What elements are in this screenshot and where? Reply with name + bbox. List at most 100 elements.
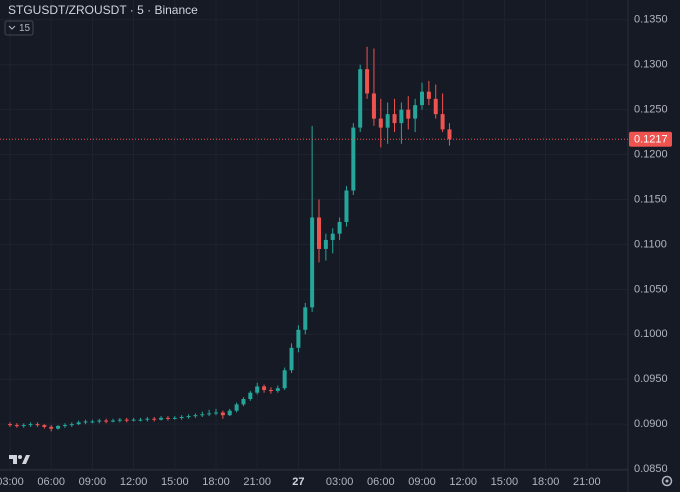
candle-body bbox=[186, 416, 191, 418]
candle-body bbox=[426, 91, 431, 99]
candle-body bbox=[323, 239, 328, 249]
candle-body bbox=[351, 127, 356, 191]
candle-body bbox=[371, 93, 376, 119]
candle-body bbox=[207, 413, 212, 415]
chevron-icon bbox=[8, 25, 16, 30]
x-tick-label: 09:00 bbox=[79, 476, 107, 488]
x-tick-label: 12:00 bbox=[120, 476, 148, 488]
y-tick-label: 0.0850 bbox=[634, 463, 668, 475]
candle-body bbox=[433, 98, 438, 115]
candle-body bbox=[282, 370, 287, 389]
candle-body bbox=[97, 420, 102, 422]
candle-body bbox=[159, 417, 164, 420]
candle-body bbox=[193, 415, 198, 417]
candle-body bbox=[83, 421, 88, 423]
candle-body bbox=[296, 329, 301, 348]
candles bbox=[8, 46, 452, 432]
candle-body bbox=[49, 426, 54, 429]
y-tick-label: 0.1300 bbox=[634, 59, 668, 71]
y-tick-label: 0.0900 bbox=[634, 418, 668, 430]
candle-body bbox=[214, 412, 218, 414]
candle-body bbox=[275, 388, 280, 391]
grid bbox=[0, 0, 628, 470]
x-tick-label: 03:00 bbox=[0, 476, 24, 488]
candle-body bbox=[317, 217, 321, 249]
candle-body bbox=[268, 390, 273, 392]
candle-body bbox=[385, 114, 390, 128]
tv-logo bbox=[9, 455, 30, 464]
candle-body bbox=[440, 114, 445, 130]
candle-body bbox=[365, 69, 370, 94]
candle-body bbox=[42, 425, 47, 427]
interval-label: 15 bbox=[19, 23, 31, 34]
x-tick-label: 18:00 bbox=[202, 476, 230, 488]
y-tick-label: 0.1350 bbox=[634, 14, 668, 26]
x-tick-label: 21:00 bbox=[243, 476, 271, 488]
y-tick-label: 0.0950 bbox=[634, 373, 668, 385]
candle-body bbox=[104, 420, 109, 422]
candle-body bbox=[447, 129, 452, 140]
x-tick-label: 27 bbox=[292, 476, 304, 488]
x-tick-label: 12:00 bbox=[449, 476, 477, 488]
candle-body bbox=[344, 190, 349, 222]
candle-body bbox=[378, 118, 383, 128]
candle-body bbox=[131, 419, 136, 421]
x-tick-label: 21:00 bbox=[573, 476, 601, 488]
candle-body bbox=[172, 417, 177, 419]
candle-body bbox=[310, 217, 315, 308]
candle-body bbox=[14, 425, 19, 427]
candle-body bbox=[145, 418, 150, 420]
candle-body bbox=[117, 419, 122, 421]
candle-body bbox=[248, 392, 253, 400]
candle-body bbox=[179, 416, 184, 418]
last-price-tag bbox=[629, 131, 672, 147]
x-tick-label: 15:00 bbox=[161, 476, 189, 488]
candle-body bbox=[262, 386, 267, 391]
y-tick-label: 0.1150 bbox=[634, 193, 667, 205]
x-tick-label: 18:00 bbox=[532, 476, 560, 488]
last-price-label: 0.1217 bbox=[634, 134, 668, 146]
candle-body bbox=[392, 114, 397, 124]
candle-body bbox=[124, 419, 129, 421]
x-tick-label: 15:00 bbox=[491, 476, 519, 488]
candle-body bbox=[152, 418, 157, 420]
candle-body bbox=[303, 307, 308, 330]
chart-title: STGUSDT/ZROUSDT · 5 · Binance bbox=[8, 3, 198, 17]
candle-body bbox=[90, 421, 95, 423]
y-tick-label: 0.1000 bbox=[634, 328, 668, 340]
candle-body bbox=[28, 424, 33, 426]
candle-body bbox=[413, 105, 418, 119]
settings-icon[interactable] bbox=[661, 475, 673, 487]
x-tick-label: 06:00 bbox=[37, 476, 65, 488]
candle-body bbox=[62, 425, 67, 427]
y-tick-label: 0.1100 bbox=[634, 238, 667, 250]
candle-body bbox=[330, 233, 335, 240]
candle-body bbox=[111, 420, 115, 422]
candle-body bbox=[165, 417, 170, 419]
candle-body bbox=[399, 109, 404, 124]
x-tick-label: 06:00 bbox=[367, 476, 395, 488]
candle-body bbox=[220, 412, 225, 416]
x-tick-label: 03:00 bbox=[326, 476, 354, 488]
candle-body bbox=[234, 404, 239, 411]
candle-body bbox=[358, 69, 363, 128]
candle-body bbox=[227, 410, 232, 416]
candle-body bbox=[76, 422, 81, 425]
candle-body bbox=[56, 425, 61, 429]
candle-body bbox=[420, 91, 424, 106]
candle-body bbox=[289, 347, 294, 371]
y-tick-label: 0.1200 bbox=[634, 148, 668, 160]
candle-body bbox=[69, 424, 74, 426]
y-tick-label: 0.1250 bbox=[634, 104, 668, 116]
candle-body bbox=[255, 386, 260, 393]
candle-body bbox=[241, 399, 246, 405]
candle-body bbox=[21, 425, 26, 427]
candle-body bbox=[406, 109, 411, 119]
candle-body bbox=[35, 424, 40, 426]
interval-badge[interactable] bbox=[4, 20, 34, 36]
candle-body bbox=[138, 419, 143, 421]
x-tick-label: 09:00 bbox=[408, 476, 436, 488]
y-tick-label: 0.1050 bbox=[634, 283, 668, 295]
candle-body bbox=[8, 424, 12, 426]
